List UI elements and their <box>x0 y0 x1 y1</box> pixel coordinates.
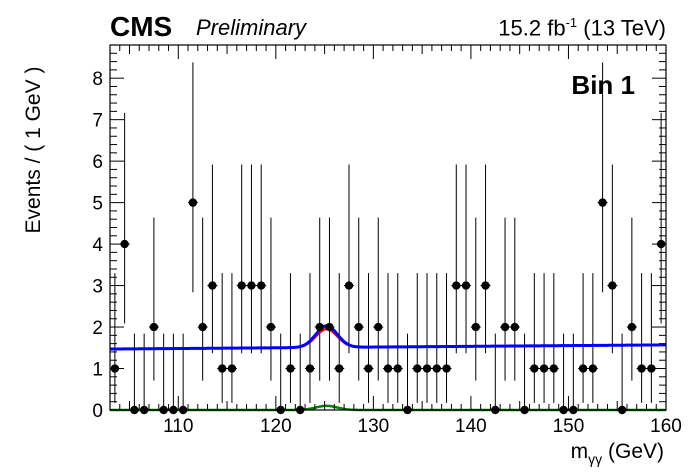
x-tick-label: 150 <box>553 416 585 437</box>
luminosity-label: 15.2 fb-1 (13 TeV) <box>498 15 666 41</box>
data-point <box>578 364 588 373</box>
data-point <box>471 322 480 332</box>
data-point <box>208 281 217 290</box>
data-point <box>335 364 344 373</box>
data-point <box>393 364 402 373</box>
signal-curve <box>110 404 666 412</box>
x-axis-label: mγγ (GeV) <box>571 440 664 467</box>
data-point <box>266 322 276 332</box>
data-point <box>364 364 373 373</box>
x-axis-label-sub: γγ <box>588 451 602 467</box>
data-point <box>237 281 246 290</box>
y-tick-label: 6 <box>92 152 103 173</box>
data-point <box>217 364 227 373</box>
y-tick-label: 1 <box>92 360 103 381</box>
lumi-value: 15.2 fb <box>498 15 566 41</box>
x-tick-label: 160 <box>650 416 682 437</box>
x-tick-label: 140 <box>455 416 487 437</box>
data-point <box>374 322 383 332</box>
data-point <box>442 364 451 373</box>
x-tick-label: 130 <box>358 416 390 437</box>
data-point <box>637 364 646 373</box>
y-tick-label: 2 <box>92 318 103 339</box>
data-point <box>530 364 539 373</box>
data-point <box>286 364 295 373</box>
data-point <box>344 281 354 290</box>
y-tick-label: 7 <box>92 111 103 132</box>
y-tick-label: 0 <box>92 401 103 422</box>
lumi-exponent: -1 <box>565 15 578 30</box>
data-point <box>325 322 334 332</box>
data-point <box>627 322 637 332</box>
data-point <box>539 364 549 373</box>
x-tick-label: 120 <box>260 416 292 437</box>
data-point <box>432 364 441 373</box>
y-axis-label: Events / ( 1 GeV ) <box>22 67 45 234</box>
y-tick-label: 3 <box>92 277 103 298</box>
data-point <box>305 364 315 373</box>
data-point <box>247 281 256 290</box>
data-point <box>452 281 461 290</box>
experiment-label: CMS <box>110 11 173 42</box>
data-point <box>461 281 471 290</box>
x-axis-label-main: m <box>571 440 589 463</box>
y-tick-label: 5 <box>92 194 103 215</box>
data-point <box>120 239 129 249</box>
data-point <box>422 364 432 373</box>
energy-label: (13 TeV) <box>577 15 666 41</box>
data-point <box>227 364 237 373</box>
data-point <box>413 364 422 373</box>
data-point <box>647 364 656 373</box>
x-axis-label-unit: (GeV) <box>602 440 664 463</box>
data-point <box>256 281 266 290</box>
y-tick-label: 8 <box>92 69 103 90</box>
status-label: Preliminary <box>196 15 307 40</box>
data-point <box>608 281 617 290</box>
data-point <box>598 198 607 207</box>
total-fit-curve <box>109 324 667 351</box>
data-point <box>354 322 363 332</box>
data-point <box>500 322 510 332</box>
error-bars <box>109 62 667 411</box>
x-tick-label: 110 <box>163 416 193 437</box>
data-point <box>198 322 207 332</box>
data-point <box>315 322 324 332</box>
data-point <box>188 198 198 207</box>
y-tick-label: 4 <box>92 235 103 256</box>
data-point <box>481 281 490 290</box>
data-point <box>588 364 598 373</box>
bin-annotation: Bin 1 <box>571 70 635 100</box>
data-point <box>510 322 520 332</box>
data-point <box>383 364 393 373</box>
data-point <box>149 322 159 332</box>
data-point <box>549 364 559 373</box>
axis-ticks: 110 120 130 140 150 160 0 1 2 3 4 5 6 7 8 <box>92 44 682 437</box>
